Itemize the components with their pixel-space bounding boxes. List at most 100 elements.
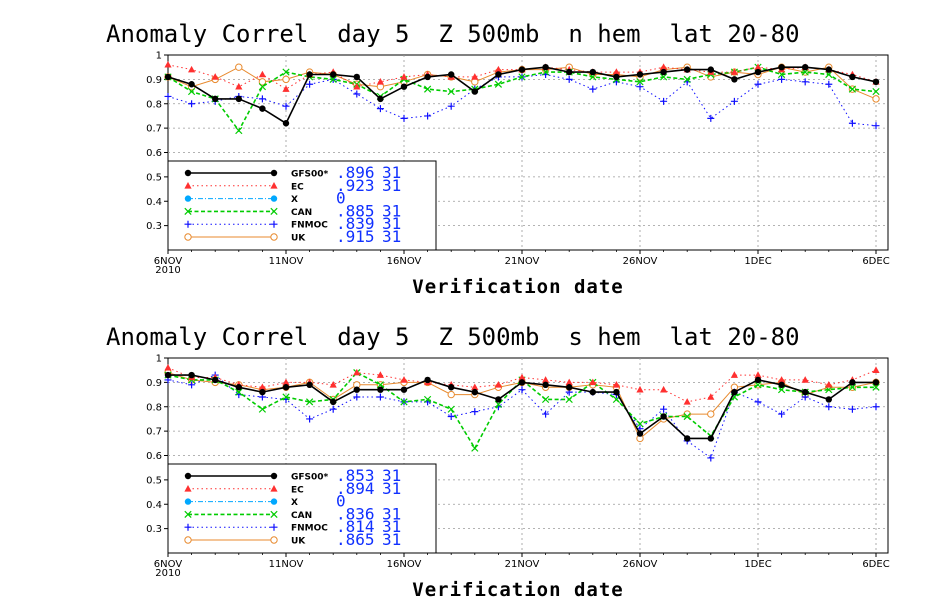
data-point-fnmoc bbox=[282, 102, 290, 110]
legend-marker-uk bbox=[270, 233, 278, 241]
data-point-can bbox=[848, 85, 857, 93]
x-tick-sublabel: 2010 bbox=[155, 265, 180, 276]
y-tick-label: 0.9 bbox=[146, 378, 162, 389]
data-point-ec bbox=[707, 393, 715, 400]
x-axis-label: Verification date bbox=[412, 276, 623, 298]
data-point-fnmoc bbox=[825, 80, 833, 88]
x-tick-sublabel: 2010 bbox=[155, 568, 180, 579]
data-point-ec bbox=[754, 63, 762, 70]
data-point-gfs00 bbox=[400, 386, 408, 393]
y-tick-label: 0.3 bbox=[146, 221, 162, 232]
data-point-fnmoc bbox=[258, 95, 266, 103]
legend-marker-ec bbox=[184, 182, 192, 189]
data-point-ec bbox=[282, 378, 290, 386]
legend-score-uk: .915 bbox=[336, 227, 375, 246]
data-point-can bbox=[683, 412, 691, 421]
y-tick-label: 0.9 bbox=[146, 75, 162, 86]
y-tick-label: 0.7 bbox=[146, 427, 162, 438]
legend-count-ec: 31 bbox=[382, 479, 401, 498]
legend-name-gfs00: GFS00* bbox=[291, 473, 329, 483]
legend-marker-x bbox=[184, 498, 192, 505]
x-tick-label: 1DEC bbox=[744, 559, 771, 570]
data-point-ec bbox=[518, 373, 526, 381]
x-tick-label: 6NOV bbox=[154, 559, 183, 570]
data-point-gfs00 bbox=[872, 379, 880, 386]
data-point-fnmoc bbox=[447, 413, 455, 420]
data-point-ec bbox=[612, 381, 620, 388]
legend-marker-ec bbox=[270, 485, 278, 492]
data-point-ec bbox=[164, 363, 172, 371]
legend-count-gfs00: 31 bbox=[382, 163, 401, 182]
data-point-ec bbox=[683, 398, 691, 405]
data-point-gfs00 bbox=[825, 66, 832, 73]
data-point-gfs00 bbox=[566, 68, 573, 76]
x-tick-label: 11NOV bbox=[269, 256, 304, 267]
y-tick-label: 1 bbox=[156, 354, 162, 365]
legend-box bbox=[167, 463, 437, 554]
data-point-can bbox=[187, 87, 196, 96]
data-point-gfs00 bbox=[802, 63, 809, 71]
data-point-can bbox=[329, 75, 337, 83]
data-point-can bbox=[872, 383, 880, 391]
y-tick-label: 0.8 bbox=[146, 402, 162, 413]
data-point-fnmoc bbox=[707, 454, 715, 462]
data-point-can bbox=[376, 381, 385, 389]
data-point-gfs00 bbox=[188, 371, 195, 379]
legend-name-can: CAN bbox=[291, 208, 312, 218]
data-point-gfs00 bbox=[212, 95, 219, 103]
data-point-gfs00 bbox=[353, 386, 360, 393]
data-point-can bbox=[423, 395, 432, 404]
data-point-gfs00 bbox=[282, 384, 290, 391]
data-point-ec bbox=[329, 381, 337, 388]
legend-count-ec: 31 bbox=[382, 176, 401, 195]
data-point-fnmoc bbox=[542, 410, 550, 418]
data-point-can bbox=[282, 68, 290, 76]
data-point-can bbox=[565, 395, 573, 404]
data-point-ec bbox=[754, 371, 762, 378]
data-point-gfs00 bbox=[778, 381, 785, 389]
data-point-gfs00 bbox=[495, 71, 502, 78]
legend-score-gfs00: .853 bbox=[336, 466, 375, 485]
legend-count-uk: 31 bbox=[382, 227, 401, 246]
data-point-fnmoc bbox=[306, 80, 314, 88]
legend-score-ec: .894 bbox=[336, 479, 375, 498]
data-point-gfs00 bbox=[660, 68, 667, 76]
x-tick-label: 6DEC bbox=[862, 256, 889, 267]
data-point-can bbox=[636, 78, 644, 86]
legend-count-can: 31 bbox=[382, 504, 401, 523]
data-point-gfs00 bbox=[259, 105, 266, 112]
legend-marker-can bbox=[270, 207, 278, 216]
data-point-fnmoc bbox=[872, 122, 880, 130]
data-point-can bbox=[777, 386, 786, 394]
data-point-gfs00 bbox=[613, 388, 620, 396]
data-point-gfs00 bbox=[566, 384, 573, 391]
y-tick-label: 0.4 bbox=[146, 500, 162, 511]
x-tick-label: 6NOV bbox=[154, 256, 183, 267]
legend-score-x: 0 bbox=[336, 492, 346, 511]
data-point-gfs00 bbox=[707, 435, 714, 442]
data-point-can bbox=[400, 398, 408, 406]
legend-name-can: CAN bbox=[291, 511, 312, 521]
legend-count-can: 31 bbox=[382, 201, 401, 220]
data-point-gfs00 bbox=[164, 73, 172, 81]
data-point-ec bbox=[376, 371, 384, 378]
data-point-fnmoc bbox=[447, 102, 455, 110]
legend-marker-ec bbox=[184, 485, 192, 492]
legend-marker-uk bbox=[270, 536, 278, 544]
data-point-gfs00 bbox=[235, 384, 242, 391]
legend-score-ec: .923 bbox=[336, 176, 375, 195]
data-point-can bbox=[636, 420, 644, 428]
x-tick-label: 21NOV bbox=[505, 559, 540, 570]
data-point-ec bbox=[778, 376, 786, 383]
y-tick-label: 0.7 bbox=[146, 124, 162, 135]
y-tick-label: 0.6 bbox=[146, 148, 162, 159]
data-point-ec bbox=[211, 73, 219, 80]
data-point-gfs00 bbox=[613, 73, 620, 81]
legend-name-ec: EC bbox=[291, 182, 304, 192]
data-point-ec bbox=[660, 63, 668, 70]
data-point-fnmoc bbox=[872, 403, 880, 411]
data-point-gfs00 bbox=[684, 66, 691, 73]
y-tick-label: 0.6 bbox=[146, 451, 162, 462]
data-point-gfs00 bbox=[518, 66, 526, 73]
